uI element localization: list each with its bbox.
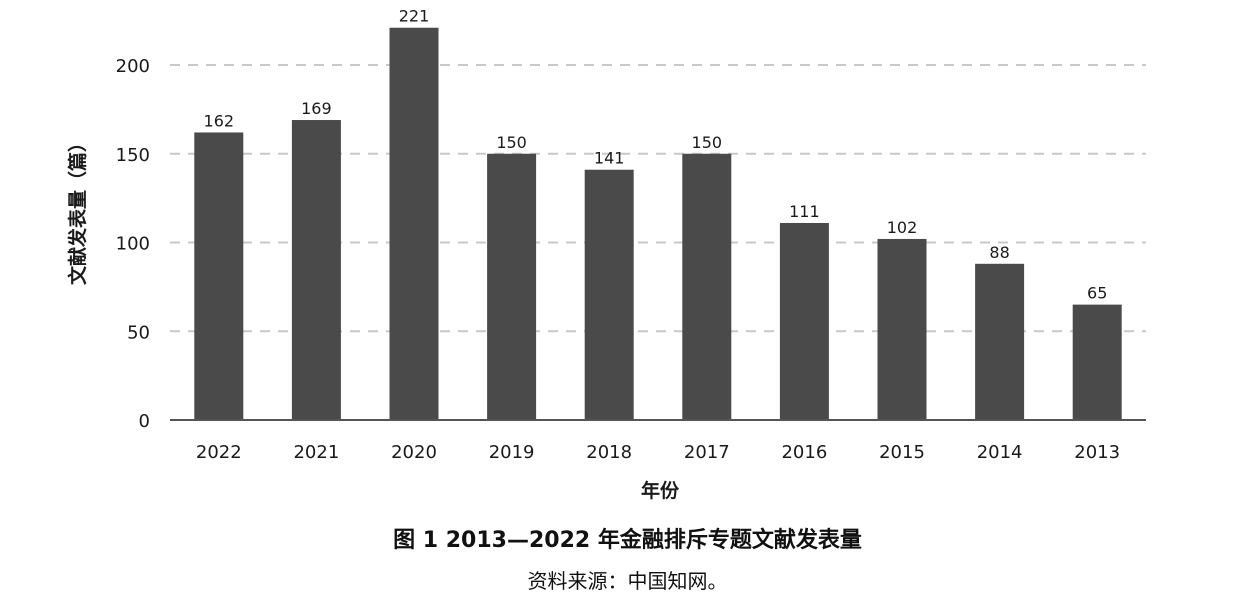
bar-2020 (389, 27, 439, 420)
bar-2019 (487, 153, 537, 420)
x-tick-labels: 2022 2021 2020 2019 2018 2017 2016 2015 2014 2013 (196, 442, 1120, 463)
bar-2014 (975, 263, 1025, 420)
data-label: 150 (496, 133, 527, 152)
data-label: 111 (789, 202, 820, 221)
y-tick-label: 50 (127, 322, 150, 343)
bar-2016 (779, 222, 829, 420)
x-tick-label: 2014 (977, 442, 1023, 463)
bar-chart: 162 169 221 150 141 150 111 102 88 65 0 50 100 150 20… (66, 7, 1146, 502)
bars (194, 27, 1122, 421)
data-label: 88 (989, 243, 1009, 262)
x-tick-label: 2013 (1074, 442, 1120, 463)
y-tick-label: 150 (116, 145, 150, 166)
y-tick-label: 0 (139, 411, 150, 432)
y-tick-label: 200 (116, 56, 150, 77)
data-label: 65 (1087, 284, 1107, 303)
data-label: 221 (399, 7, 430, 26)
data-label: 141 (594, 149, 625, 168)
bar-2021 (291, 120, 341, 421)
x-axis-title: 年份 (641, 479, 680, 502)
x-tick-label: 2020 (391, 442, 437, 463)
source-note: 资料来源：中国知网。 (527, 569, 728, 593)
x-tick-label: 2022 (196, 442, 242, 463)
bar-2018 (584, 169, 634, 420)
x-tick-label: 2021 (293, 442, 339, 463)
data-label: 169 (301, 99, 332, 118)
bar-2022 (194, 132, 244, 420)
data-label: 150 (692, 133, 723, 152)
data-labels: 162 169 221 150 141 150 111 102 88 65 (204, 7, 1108, 303)
bar-2017 (682, 153, 732, 420)
x-tick-label: 2019 (489, 442, 535, 463)
y-axis-title: 文献发表量（篇） (66, 133, 89, 285)
data-label: 162 (204, 111, 235, 130)
bar-2015 (877, 238, 927, 420)
bar-2013 (1072, 304, 1122, 420)
x-tick-label: 2015 (879, 442, 925, 463)
x-tick-label: 2017 (684, 442, 730, 463)
y-tick-label: 100 (116, 234, 150, 255)
x-tick-label: 2016 (781, 442, 827, 463)
y-tick-labels: 0 50 100 150 200 (116, 56, 150, 432)
data-label: 102 (887, 218, 918, 237)
figure-caption: 图 1 2013—2022 年金融排斥专题文献发表量 (393, 528, 862, 553)
x-tick-label: 2018 (586, 442, 632, 463)
